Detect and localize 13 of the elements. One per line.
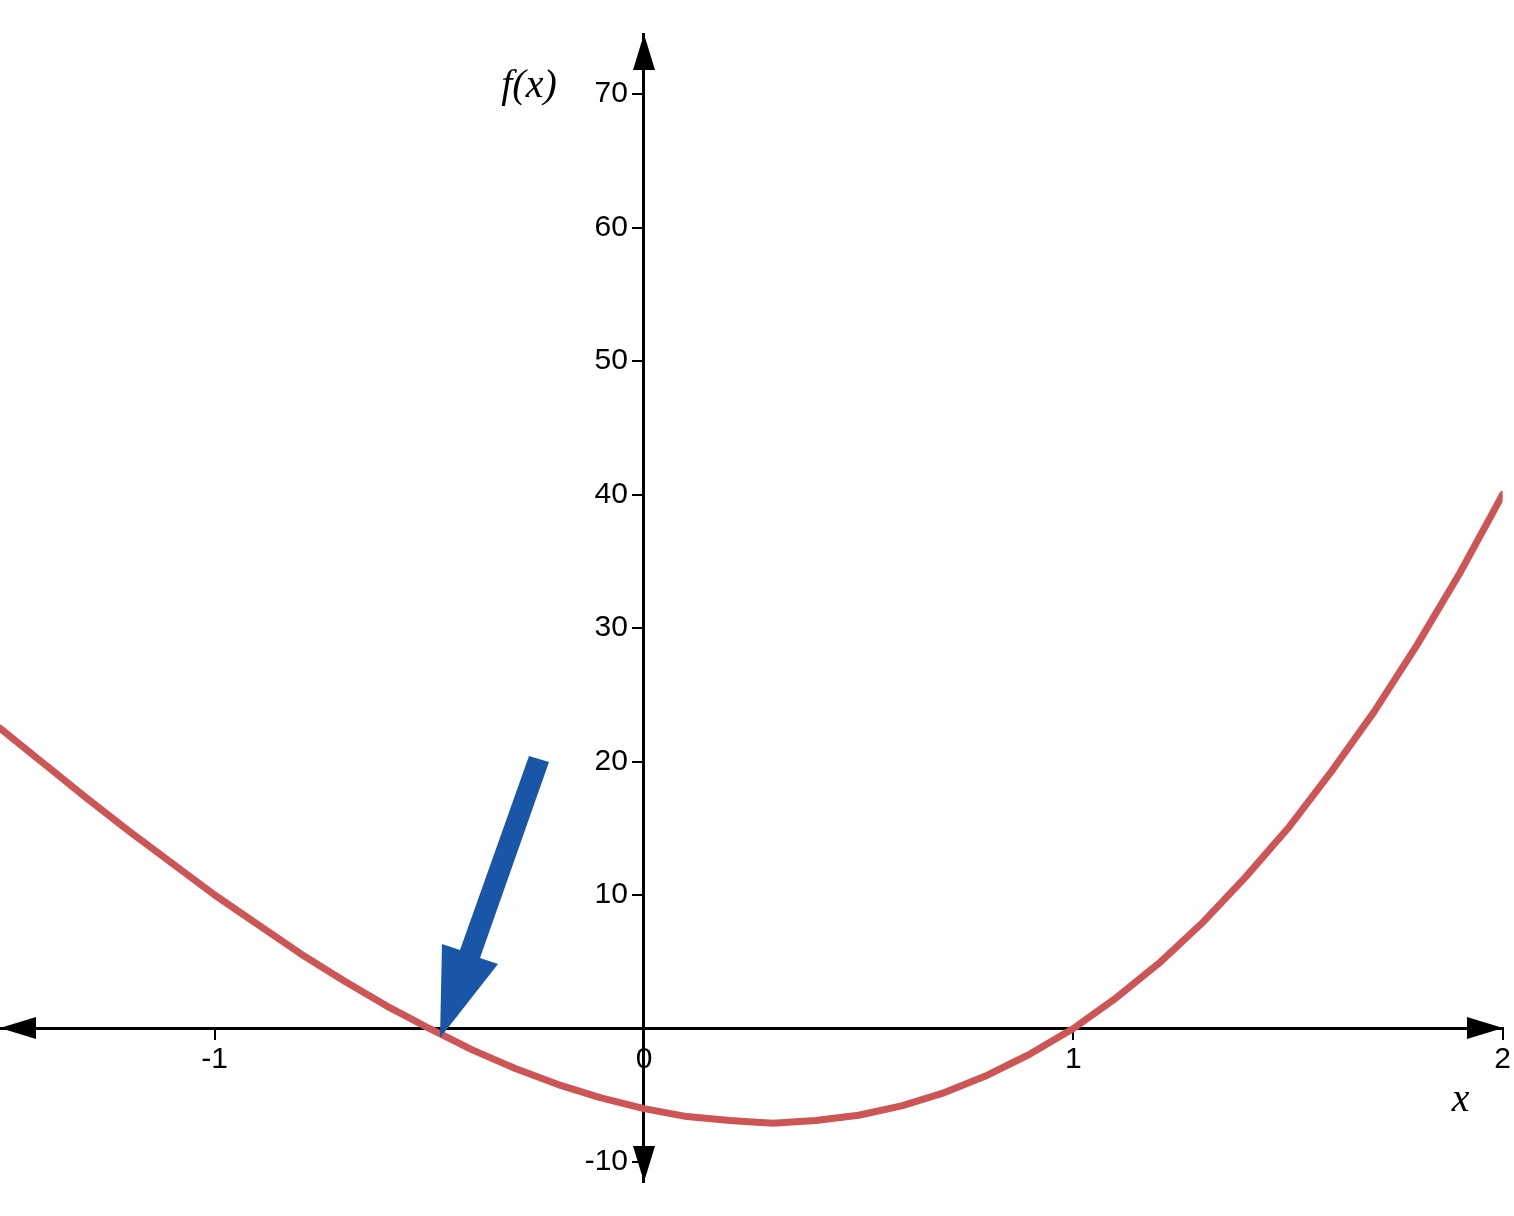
y-tick-label: 50 <box>594 342 628 376</box>
x-tick-label: 2 <box>1494 1040 1511 1074</box>
x-tick-label: 1 <box>1064 1040 1082 1074</box>
y-tick-label: -10 <box>584 1143 628 1177</box>
y-tick-label: 20 <box>594 742 628 776</box>
x-tick-label: -1 <box>201 1040 229 1074</box>
x-axis-title: x <box>1450 1075 1470 1120</box>
y-tick-label: 70 <box>594 75 628 109</box>
y-tick-label: 60 <box>594 208 628 242</box>
y-axis-title: f(x) <box>501 60 557 106</box>
y-tick-label: 40 <box>594 475 628 509</box>
y-tick-label: 30 <box>594 609 628 643</box>
y-tick-label: 10 <box>594 876 628 910</box>
